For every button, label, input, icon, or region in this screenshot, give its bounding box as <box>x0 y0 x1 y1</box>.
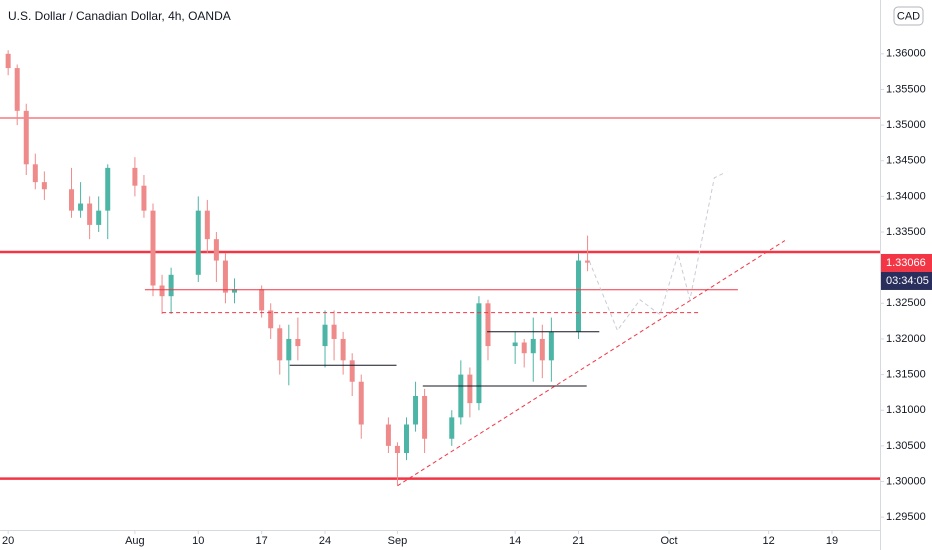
candle-body <box>358 381 364 425</box>
candle-body <box>222 260 228 293</box>
candle-body <box>78 203 84 211</box>
x-tick-label: Aug <box>125 535 145 547</box>
candle-body <box>467 374 473 404</box>
candle-body <box>449 417 455 439</box>
candle-body <box>5 53 11 69</box>
candle-body <box>96 210 102 225</box>
y-tick-label: 1.31000 <box>886 404 926 416</box>
candle-body <box>277 328 283 361</box>
y-tick-label: 1.34000 <box>886 190 926 202</box>
x-tick-label: 10 <box>192 535 204 547</box>
x-tick-label: 17 <box>256 535 268 547</box>
currency-button[interactable] <box>893 6 924 26</box>
candle-body <box>422 395 428 439</box>
y-tick-label: 1.35000 <box>886 119 926 131</box>
candle-body <box>331 324 337 339</box>
drawing-line <box>588 172 725 332</box>
candle-body <box>14 68 20 111</box>
candle-body <box>394 445 400 454</box>
countdown-box <box>881 271 932 290</box>
chart-title: U.S. Dollar / Canadian Dollar, 4h, OANDA <box>8 9 231 23</box>
candle-body <box>23 110 29 165</box>
candle-body <box>87 203 93 225</box>
candle-body <box>141 185 147 211</box>
candle-body <box>268 310 274 329</box>
y-tick-label: 1.36000 <box>886 48 926 60</box>
candle-body <box>413 395 419 425</box>
x-tick-label: 19 <box>826 535 838 547</box>
y-tick-label: 1.31500 <box>886 369 926 381</box>
candle-body <box>41 182 47 190</box>
candle-body <box>295 338 301 347</box>
candle-body <box>69 189 75 211</box>
candle-body <box>231 289 237 293</box>
x-tick-label: 12 <box>763 535 775 547</box>
candle-body <box>458 374 464 418</box>
candle-body <box>150 210 156 286</box>
candle-body <box>349 360 355 382</box>
y-tick-label: 1.32500 <box>886 297 926 309</box>
x-tick-label: 21 <box>572 535 584 547</box>
plot-area <box>0 50 880 487</box>
candle-body <box>132 167 138 186</box>
candle-body <box>530 338 536 354</box>
candle-body <box>404 424 410 454</box>
x-tick-label: 20 <box>2 535 14 547</box>
candle-body <box>521 342 527 354</box>
candle-body <box>32 164 38 183</box>
x-tick-label: 14 <box>509 535 521 547</box>
last-price-label: 1.33066 <box>886 257 926 269</box>
x-tick-label: Sep <box>388 535 408 547</box>
currency-label[interactable]: CAD <box>897 10 920 22</box>
countdown-label: 03:34:05 <box>886 275 929 287</box>
y-tick-label: 1.35500 <box>886 83 926 95</box>
candle-body <box>105 167 111 211</box>
candle-body <box>576 260 582 332</box>
candle-body <box>340 338 346 361</box>
candle-body <box>585 260 591 263</box>
candle-body <box>286 338 292 361</box>
candle-body <box>213 239 219 261</box>
y-tick-label: 1.29500 <box>886 511 926 523</box>
y-tick-label: 1.33500 <box>886 226 926 238</box>
last-price-box <box>881 253 932 272</box>
y-tick-label: 1.32000 <box>886 333 926 345</box>
candle-body <box>385 424 391 446</box>
candle-body <box>195 210 201 275</box>
y-tick-label: 1.30500 <box>886 440 926 452</box>
y-tick-label: 1.30000 <box>886 475 926 487</box>
candle-body <box>322 324 328 347</box>
candle-body <box>159 285 165 297</box>
y-tick-label: 1.34500 <box>886 155 926 167</box>
x-tick-label: 24 <box>319 535 331 547</box>
candle-body <box>168 274 174 297</box>
candle-body <box>512 342 518 347</box>
candle-body <box>204 210 210 240</box>
candle-body <box>259 289 265 311</box>
candle-body <box>539 338 545 361</box>
candle-body <box>476 303 482 404</box>
x-tick-label: Oct <box>660 535 677 547</box>
candle-body <box>485 303 491 347</box>
candle-body <box>548 331 554 361</box>
